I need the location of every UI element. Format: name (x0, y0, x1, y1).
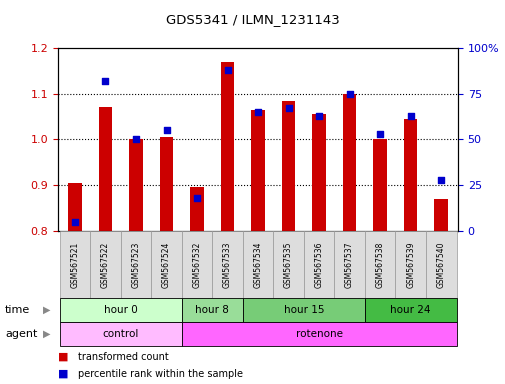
Text: GSM567537: GSM567537 (344, 241, 354, 288)
Bar (68, 183, 82, 231)
Text: GSM567522: GSM567522 (101, 241, 110, 288)
Bar (403, 119, 417, 231)
Text: GSM567533: GSM567533 (223, 241, 232, 288)
Bar (342, 94, 356, 231)
Point (436, 177, 444, 183)
Text: agent: agent (5, 329, 37, 339)
Bar (129, 139, 142, 231)
Bar (190, 187, 204, 231)
Text: transformed count: transformed count (78, 352, 169, 362)
Bar (433, 199, 447, 231)
Text: GSM567534: GSM567534 (253, 241, 262, 288)
Text: GSM567538: GSM567538 (375, 241, 384, 288)
Point (71, 218, 79, 225)
Text: GSM567535: GSM567535 (283, 241, 292, 288)
Point (162, 127, 170, 133)
Point (101, 78, 109, 84)
Text: GSM567539: GSM567539 (406, 241, 414, 288)
Point (315, 113, 323, 119)
Text: GSM567523: GSM567523 (131, 241, 140, 288)
Bar (250, 110, 265, 231)
Text: hour 15: hour 15 (283, 305, 323, 315)
Point (406, 113, 414, 119)
Text: ■: ■ (58, 352, 69, 362)
Text: GDS5341 / ILMN_1231143: GDS5341 / ILMN_1231143 (166, 13, 339, 26)
Point (375, 131, 383, 137)
Text: time: time (5, 305, 30, 315)
Text: ■: ■ (58, 369, 69, 379)
Text: GSM567521: GSM567521 (70, 241, 79, 288)
Text: GSM567540: GSM567540 (436, 241, 445, 288)
Text: control: control (103, 329, 139, 339)
Point (192, 195, 200, 201)
Point (132, 136, 140, 142)
Bar (312, 114, 325, 231)
Point (254, 109, 262, 115)
Text: GSM567536: GSM567536 (314, 241, 323, 288)
Bar (281, 101, 295, 231)
Text: hour 24: hour 24 (390, 305, 430, 315)
Text: ▶: ▶ (43, 329, 50, 339)
Point (284, 105, 292, 111)
Bar (373, 139, 386, 231)
Text: rotenone: rotenone (295, 329, 342, 339)
Bar (98, 108, 112, 231)
Point (223, 67, 231, 73)
Text: hour 0: hour 0 (104, 305, 137, 315)
Text: GSM567524: GSM567524 (162, 241, 171, 288)
Text: percentile rank within the sample: percentile rank within the sample (78, 369, 243, 379)
Bar (160, 137, 173, 231)
Text: GSM567532: GSM567532 (192, 241, 201, 288)
Bar (220, 62, 234, 231)
Point (345, 91, 353, 97)
Text: ▶: ▶ (43, 305, 50, 315)
Text: hour 8: hour 8 (195, 305, 229, 315)
